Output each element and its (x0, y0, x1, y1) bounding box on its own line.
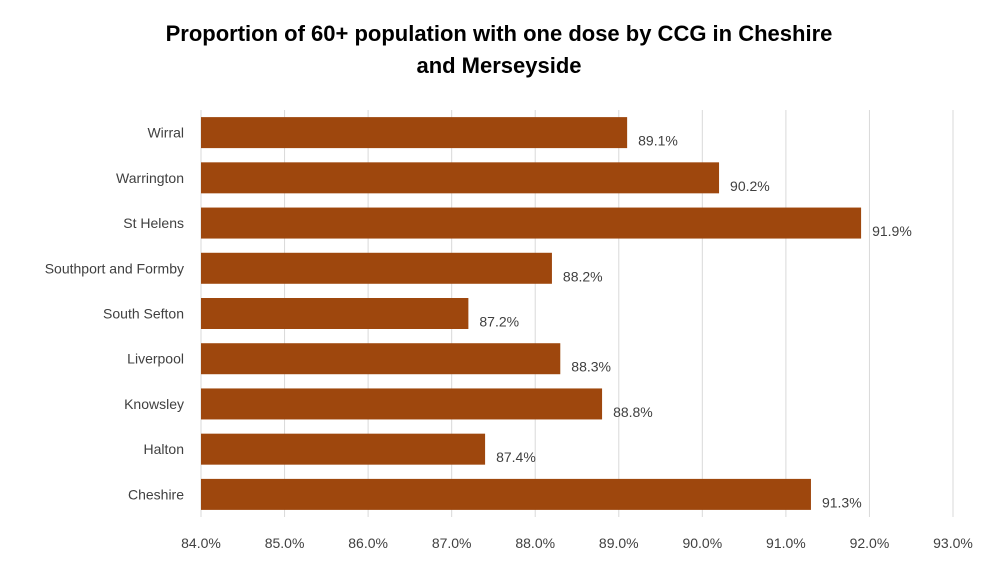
category-label: South Sefton (103, 306, 184, 322)
data-label: 91.9% (872, 223, 912, 239)
data-label: 87.2% (479, 314, 519, 330)
x-tick-label: 89.0% (599, 535, 639, 551)
bar (201, 388, 603, 420)
x-tick-label: 87.0% (432, 535, 472, 551)
category-label: Halton (144, 441, 184, 457)
category-label: Knowsley (124, 396, 184, 412)
data-label: 88.8% (613, 404, 653, 420)
data-label: 87.4% (496, 449, 536, 465)
data-label: 91.3% (822, 494, 862, 510)
data-label: 88.3% (571, 359, 611, 375)
x-tick-label: 85.0% (265, 535, 305, 551)
bar (201, 478, 811, 510)
category-label: Warrington (116, 170, 184, 186)
chart-title-line-2: and Merseyside (416, 53, 582, 78)
bar (201, 433, 486, 465)
category-label: Wirral (147, 125, 184, 141)
x-tick-label: 84.0% (181, 535, 221, 551)
data-label: 90.2% (730, 178, 770, 194)
category-label: Cheshire (128, 486, 184, 502)
x-tick-label: 91.0% (766, 535, 806, 551)
data-label: 89.1% (638, 133, 678, 149)
category-label: Southport and Formby (45, 260, 184, 276)
x-tick-label: 86.0% (348, 535, 388, 551)
chart-title-line-1: Proportion of 60+ population with one do… (165, 21, 833, 46)
x-tick-label: 93.0% (933, 535, 973, 551)
bar (201, 298, 469, 329)
data-label: 88.2% (563, 268, 603, 284)
bar (201, 207, 862, 239)
category-label: Liverpool (127, 351, 184, 367)
category-label: St Helens (123, 215, 184, 231)
chart-title: Proportion of 60+ population with one do… (0, 18, 998, 82)
x-tick-label: 92.0% (850, 535, 890, 551)
x-tick-label: 88.0% (515, 535, 555, 551)
bar (201, 117, 628, 149)
bar (201, 343, 561, 375)
x-tick-label: 90.0% (682, 535, 722, 551)
bar (201, 252, 552, 284)
bar (201, 162, 720, 194)
